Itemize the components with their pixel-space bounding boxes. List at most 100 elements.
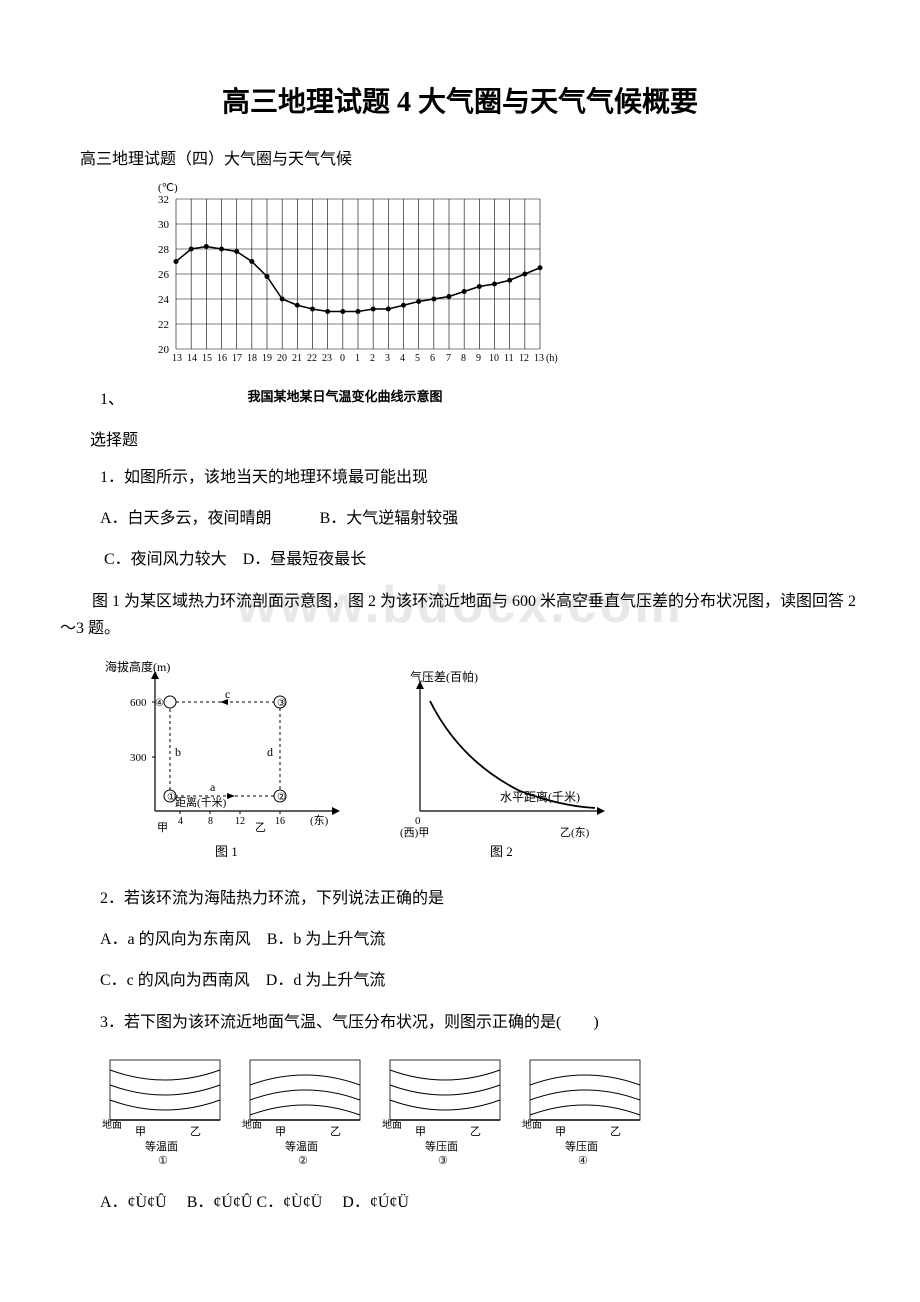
q2-optA: A．a 的风向为东南风 [100,931,251,948]
q3-d1: 地面 甲 乙 等温面 ① [102,1060,220,1167]
svg-text:甲: 甲 [275,1126,286,1138]
svg-text:19: 19 [262,353,272,364]
fig2-west-jia: (西)甲 [400,827,429,839]
svg-text:10: 10 [489,353,499,364]
fig1-x-arrow [332,807,340,815]
fig1-label-3: ③ [277,698,286,709]
svg-text:20: 20 [277,353,287,364]
svg-text:14: 14 [187,353,197,364]
q2-optB: B．b 为上升气流 [267,931,386,948]
svg-text:甲: 甲 [135,1126,146,1138]
q3-diagrams-container: 地面 甲 乙 等温面 ① 地面 甲 乙 等温面 ② [60,1050,860,1175]
q3-optB: B．¢Ú¢Û [187,1194,253,1211]
svg-text:11: 11 [504,353,514,364]
svg-text:甲: 甲 [555,1126,566,1138]
fig2-x-arrow [597,807,605,815]
q3-options: A．¢Ù¢Û B．¢Ú¢Û C．¢Ù¢Ü D．¢Ú¢Ü [100,1189,860,1216]
chart1-y-tick-30: 30 [158,219,170,231]
fig1-xtick-16: 16 [275,816,285,827]
fig1-c: c [225,687,230,701]
svg-text:④: ④ [578,1155,588,1167]
fig1-yi: 乙 [255,821,266,834]
chart1-container: (℃) 32 [130,179,860,384]
chart1-y-tick-26: 26 [158,269,170,281]
svg-text:乙: 乙 [470,1125,481,1138]
svg-text:2: 2 [370,353,375,364]
fig1-arrow-a [227,793,235,799]
chart1-y-label: (℃) [158,182,178,194]
svg-text:(h): (h) [546,353,558,364]
fig1-ytick-300: 300 [130,752,147,764]
svg-text:13: 13 [534,353,544,364]
svg-text:6: 6 [430,353,435,364]
fig1-xlabel: 距离(千米) [175,795,227,809]
svg-text:18: 18 [247,353,257,364]
fig1-d: d [267,745,273,759]
svg-text:9: 9 [476,353,481,364]
svg-text:①: ① [158,1155,168,1167]
q3-diagrams: 地面 甲 乙 等温面 ① 地面 甲 乙 等温面 ② [100,1050,660,1170]
temperature-chart: (℃) 32 [130,179,560,379]
svg-text:0: 0 [340,353,345,364]
svg-text:21: 21 [292,353,302,364]
svg-text:乙: 乙 [330,1125,341,1138]
svg-text:等温面: 等温面 [145,1139,178,1153]
fig2-yi-east: 乙(东) [560,826,590,839]
chart1-x-ticks: 13 14 15 16 17 18 19 20 21 22 23 0 1 2 3… [172,353,558,364]
chart1-y-tick-24: 24 [158,294,170,306]
q3-d2: 地面 甲 乙 等温面 ② [242,1060,360,1167]
svg-text:17: 17 [232,353,242,364]
chart1-y-tick-20: 20 [158,344,170,356]
diagram-pair: 海拔高度(m) 600 300 ① [100,656,630,866]
fig1-label-2: ② [277,792,286,803]
svg-text:乙: 乙 [610,1125,621,1138]
fig1-xtick-8: 8 [208,816,213,827]
fig2-origin: 0 [415,815,421,827]
svg-text:12: 12 [519,353,529,364]
svg-text:甲: 甲 [415,1126,426,1138]
svg-text:15: 15 [202,353,212,364]
svg-text:13: 13 [172,353,182,364]
q1-text: 1．如图所示，该地当天的地理环境最可能出现 [100,464,860,491]
svg-text:乙: 乙 [190,1125,201,1138]
chart1-y-tick-22: 22 [158,319,169,331]
chart1-y-tick-28: 28 [158,244,170,256]
q3-optD: D．¢Ú¢Ü [342,1194,409,1211]
svg-text:22: 22 [307,353,317,364]
subtitle: 高三地理试题（四）大气圈与天气气候 [60,145,860,169]
fig1-y-label: 海拔高度(m) [105,659,170,674]
fig2-x-label: 水平距离(千米) [500,789,580,804]
q2-options-row1: A．a 的风向为东南风 B．b 为上升气流 [100,926,860,953]
chart1-caption: 我国某地某日气温变化曲线示意图 [130,386,560,405]
q2-options-row2: C．c 的风向为西南风 D．d 为上升气流 [100,967,860,994]
q2-optC: C．c 的风向为西南风 [100,972,250,989]
content-container: 高三地理试题 4 大气圈与天气气候概要 高三地理试题（四）大气圈与天气气候 (℃… [60,80,860,1216]
fig1-east: (东) [310,814,329,827]
q1-optB: B．大气逆辐射较强 [320,510,459,527]
q3-text: 3．若下图为该环流近地面气温、气压分布状况，则图示正确的是( ) [100,1009,860,1036]
q3-optC: C．¢Ù¢Ü [256,1194,322,1211]
svg-text:3: 3 [385,353,390,364]
fig1-point-4 [164,696,176,708]
q3-d4: 地面 甲 乙 等压面 ④ [522,1060,640,1167]
svg-text:8: 8 [461,353,466,364]
svg-text:16: 16 [217,353,227,364]
q1-optC: C．夜间风力较大 [104,551,227,568]
fig1-xtick-4: 4 [178,816,183,827]
number-1-label: 1、 [100,385,124,409]
svg-text:②: ② [298,1155,308,1167]
svg-text:等压面: 等压面 [425,1139,458,1153]
fig1-a: a [210,780,216,794]
page-title: 高三地理试题 4 大气圈与天气气候概要 [60,80,860,120]
q1-options-row1: A．白天多云，夜间晴朗 B．大气逆辐射较强 [100,505,860,532]
fig1-xtick-12: 12 [235,816,245,827]
chart1-grid [176,199,540,349]
paragraph-1: 图 1 为某区域热力环流剖面示意图，图 2 为该环流近地面与 600 米高空垂直… [60,588,860,642]
section-label: 选择题 [90,426,860,450]
fig1-ytick-600: 600 [130,697,147,709]
fig2-label: 图 2 [490,844,513,859]
fig1-dashed-box [170,702,280,796]
chart1-y-tick-32: 32 [158,194,169,206]
q1-optD: D．昼最短夜最长 [243,551,367,568]
fig1-label: 图 1 [215,844,238,859]
